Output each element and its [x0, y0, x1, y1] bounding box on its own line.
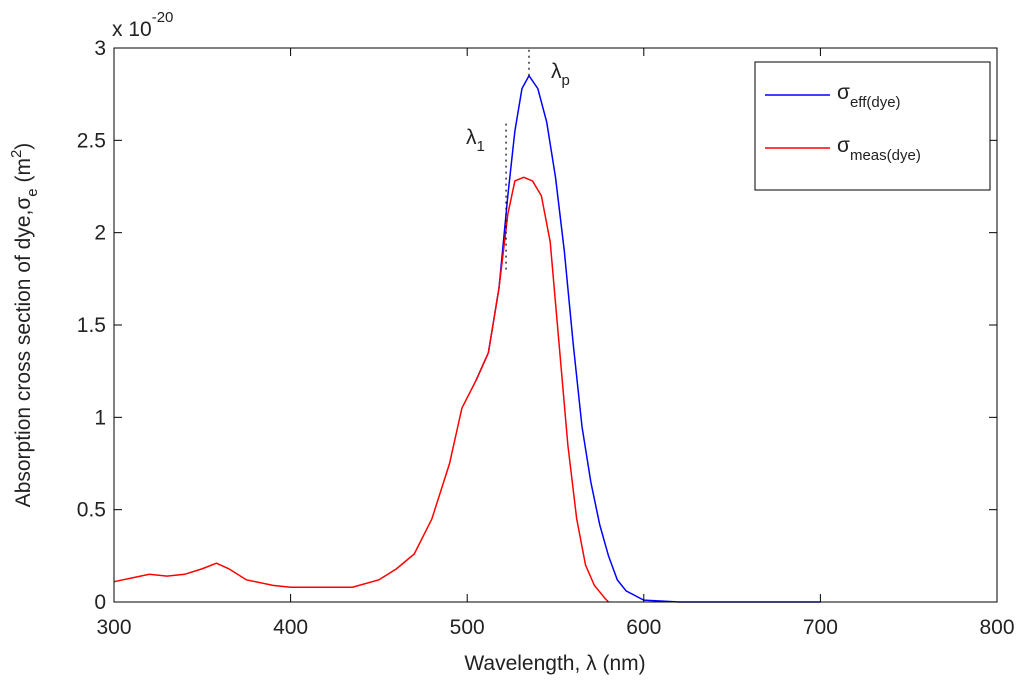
multiplier-exponent: -20	[152, 9, 174, 26]
y-tick-label: 1	[94, 406, 106, 429]
y-tick-label: 2	[94, 222, 106, 245]
marker-symbol: λ	[466, 126, 477, 149]
y-label-sub: e	[24, 188, 41, 196]
multiplier-base: x 10	[112, 18, 152, 41]
x-tick-label: 800	[979, 616, 1014, 639]
y-tick-label: 0.5	[77, 499, 106, 522]
y-label-text: Absorption cross section of dye,σ	[12, 197, 35, 508]
legend: σeff(dye)σmeas(dye)	[754, 61, 991, 191]
legend-box	[754, 61, 991, 191]
legend-sub: meas(dye)	[850, 147, 921, 164]
marker-label: λp	[551, 60, 570, 89]
y-label-end: )	[12, 143, 35, 150]
y-axis-label: Absorption cross section of dye,σe (m2)	[8, 143, 41, 508]
y-tick-label: 1.5	[77, 314, 106, 337]
data-line	[475, 74, 821, 603]
y-tick-label: 2.5	[77, 129, 106, 152]
y-tick-label: 0	[94, 591, 106, 614]
marker-sub: 1	[477, 138, 485, 155]
x-tick-label: 600	[626, 616, 661, 639]
legend-label: σeff(dye)	[837, 81, 901, 111]
legend-symbol: σ	[837, 81, 850, 104]
y-label-sup: 2	[8, 150, 25, 158]
legend-symbol: σ	[837, 134, 850, 157]
legend-sub: eff(dye)	[850, 94, 901, 111]
marker-sub: p	[562, 72, 570, 89]
axis-multiplier: x 10-20	[112, 9, 173, 41]
x-tick-label: 700	[803, 616, 838, 639]
data-line	[113, 176, 610, 603]
marker-label: λ1	[466, 126, 485, 155]
x-tick-label: 300	[96, 616, 131, 639]
y-tick-label: 3	[94, 37, 106, 60]
legend-label: σmeas(dye)	[837, 134, 921, 164]
marker-symbol: λ	[551, 60, 562, 83]
x-tick-label: 400	[273, 616, 308, 639]
x-axis-label: Wavelength, λ (nm)	[464, 652, 645, 675]
x-tick-label: 500	[450, 616, 485, 639]
y-label-mid: (m	[12, 158, 35, 188]
